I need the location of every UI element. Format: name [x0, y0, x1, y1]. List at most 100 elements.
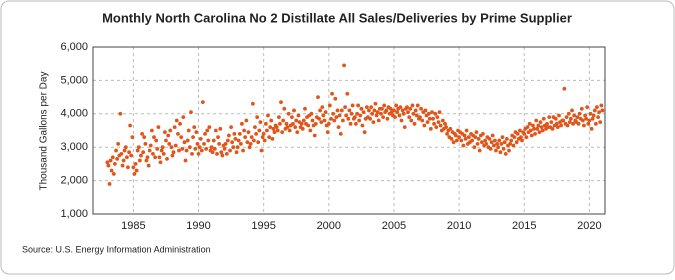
data-point: [238, 141, 243, 146]
data-point: [251, 138, 256, 143]
data-point: [121, 158, 126, 163]
data-point: [440, 118, 445, 123]
data-point: [532, 126, 536, 131]
data-point: [293, 125, 298, 130]
data-point: [472, 145, 477, 150]
data-point: [171, 150, 176, 155]
data-point: [226, 133, 231, 138]
data-point: [225, 138, 230, 143]
data-point: [435, 115, 440, 120]
data-point: [284, 121, 289, 126]
data-point: [174, 118, 179, 123]
data-point: [295, 130, 300, 135]
data-point: [512, 135, 517, 140]
data-point: [120, 163, 125, 168]
data-point: [338, 131, 343, 136]
x-tick-label: 1985: [121, 220, 145, 232]
data-point: [566, 111, 571, 116]
data-point: [361, 110, 366, 115]
data-point: [202, 141, 206, 146]
data-point: [419, 106, 423, 111]
data-point: [600, 108, 605, 113]
data-point: [268, 125, 273, 130]
data-point: [491, 143, 496, 148]
x-tick-label: 2005: [382, 220, 406, 232]
data-point: [306, 123, 311, 128]
data-point: [320, 105, 325, 110]
data-point: [572, 113, 577, 118]
data-point: [322, 118, 327, 123]
data-point: [160, 145, 165, 150]
data-point: [180, 146, 185, 151]
data-point: [145, 155, 150, 160]
data-point: [407, 115, 412, 120]
data-point: [434, 125, 439, 130]
data-point: [584, 116, 589, 121]
data-point: [272, 130, 277, 135]
data-point: [432, 121, 436, 126]
data-point: [335, 108, 340, 113]
data-point: [198, 136, 203, 141]
data-point: [579, 106, 584, 111]
data-point: [144, 158, 149, 163]
data-point: [147, 148, 152, 153]
data-point: [344, 113, 349, 118]
data-point: [443, 121, 447, 126]
data-point: [398, 105, 403, 110]
data-point: [528, 128, 533, 133]
data-point: [564, 115, 569, 120]
data-point: [172, 125, 177, 130]
data-point: [118, 111, 123, 116]
data-point: [131, 165, 136, 170]
data-point: [260, 135, 265, 140]
data-point: [240, 121, 244, 126]
data-point: [588, 111, 593, 116]
data-point: [497, 138, 502, 143]
data-point: [493, 138, 497, 143]
data-point: [331, 111, 336, 116]
data-point: [503, 151, 508, 156]
data-point: [206, 138, 211, 143]
data-point: [334, 115, 339, 120]
data-point: [129, 153, 134, 158]
source-note: Source: U.S. Energy Information Administ…: [22, 244, 211, 254]
data-point: [476, 136, 481, 141]
data-point: [182, 140, 187, 145]
data-point: [296, 113, 301, 118]
data-point: [397, 113, 402, 118]
data-point: [222, 146, 227, 151]
data-point: [154, 138, 159, 143]
data-point: [587, 118, 592, 123]
data-point: [330, 91, 334, 96]
data-point: [428, 126, 433, 131]
data-point: [358, 113, 363, 118]
data-point: [533, 131, 537, 136]
data-point: [141, 150, 146, 155]
data-point: [399, 118, 404, 123]
data-point: [254, 131, 259, 136]
data-point: [318, 108, 322, 113]
data-point: [234, 150, 239, 155]
data-point: [230, 140, 235, 145]
data-point: [489, 140, 494, 145]
data-point: [189, 110, 193, 115]
data-point: [134, 168, 139, 173]
data-point: [585, 105, 590, 110]
data-point: [267, 135, 272, 140]
data-point: [408, 106, 413, 111]
data-point: [359, 106, 364, 111]
data-point: [248, 141, 253, 146]
data-point: [454, 138, 459, 143]
data-point: [553, 116, 558, 121]
data-point: [509, 138, 514, 143]
data-point: [599, 103, 604, 108]
data-point: [449, 136, 454, 141]
data-point: [453, 133, 458, 138]
data-point: [177, 148, 181, 153]
data-point: [163, 130, 167, 135]
data-point: [275, 128, 280, 133]
data-point: [207, 125, 212, 130]
data-point: [596, 115, 600, 120]
data-point: [364, 105, 369, 110]
data-point: [463, 136, 468, 141]
